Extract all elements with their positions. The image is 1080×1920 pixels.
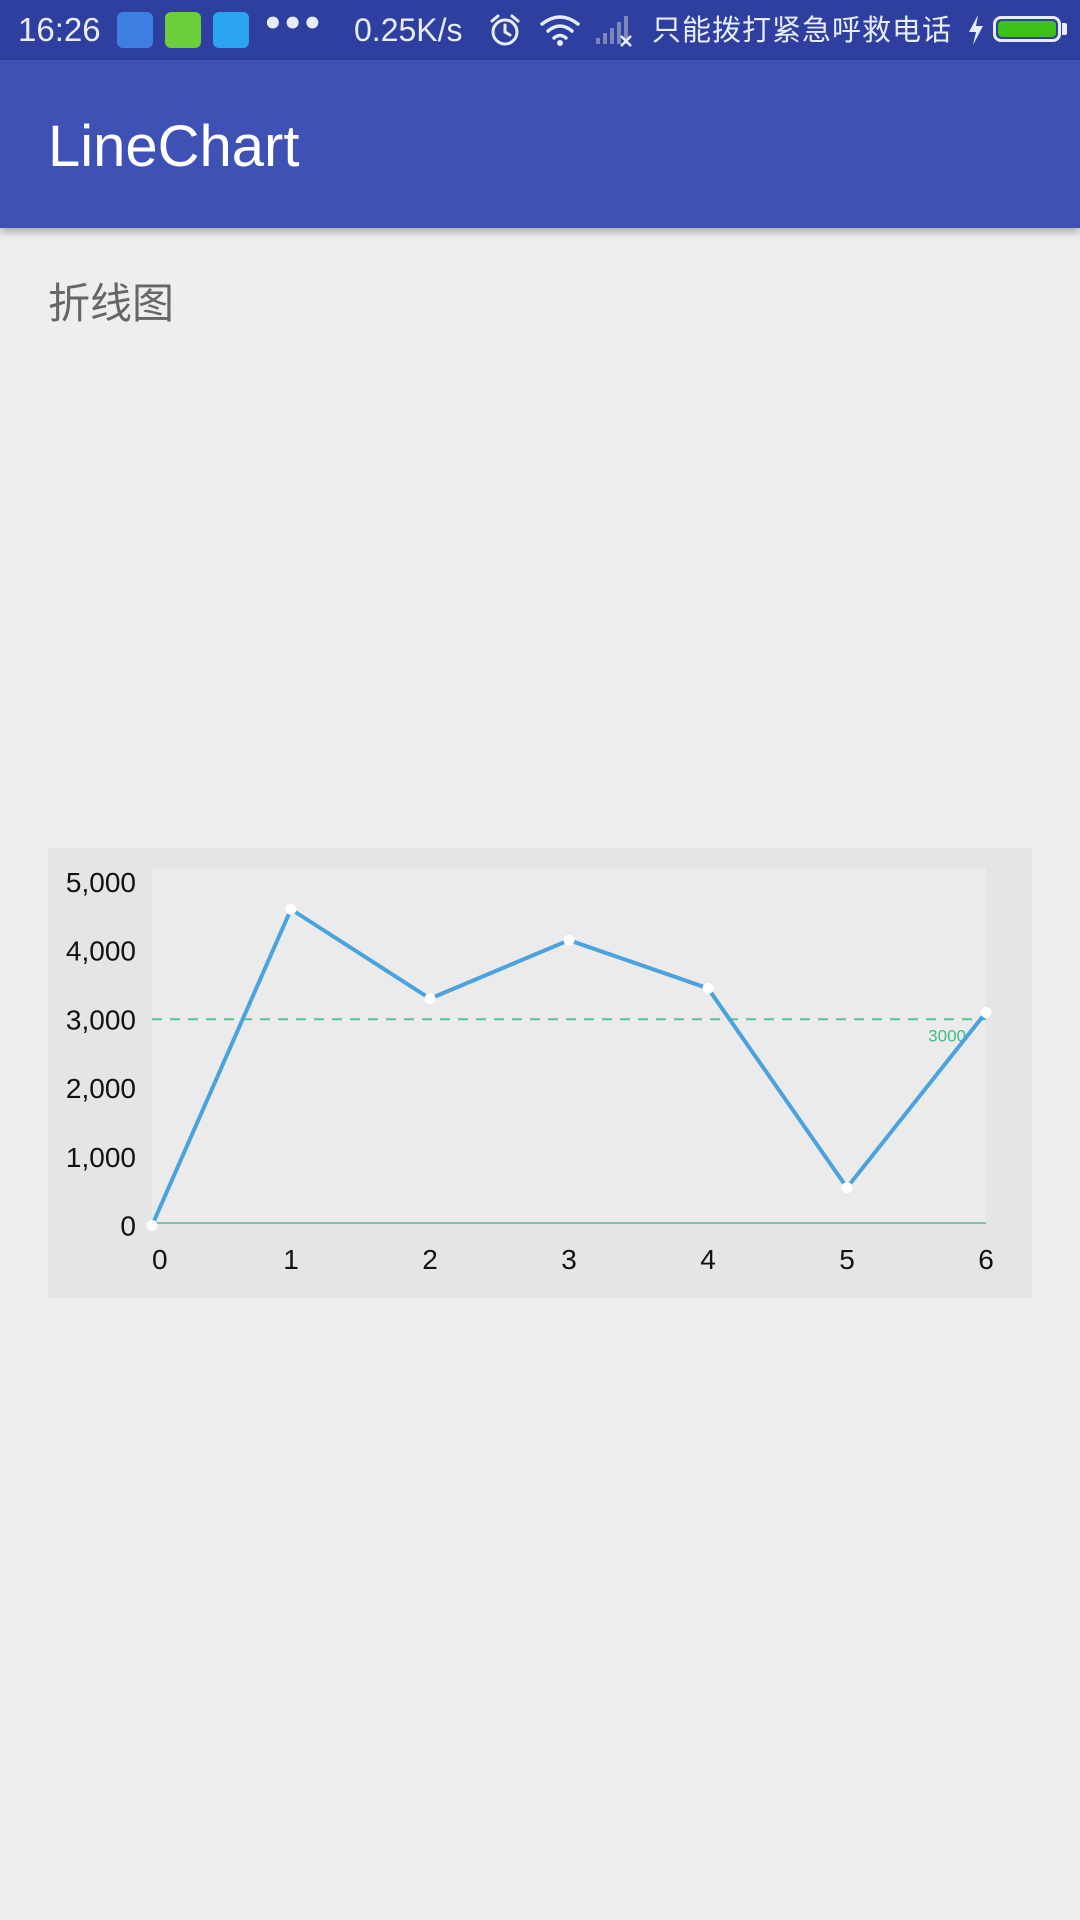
charging-icon (969, 15, 983, 45)
x-tick-label: 2 (422, 1244, 438, 1275)
x-tick-label: 0 (152, 1244, 168, 1275)
battery-app-notification-icon (165, 12, 201, 48)
plot-area (152, 868, 986, 1223)
limit-line-label: 3000 (928, 1026, 966, 1045)
data-point (424, 993, 436, 1005)
status-time: 16:26 (18, 11, 101, 48)
data-point (841, 1182, 853, 1194)
browser-app-notification-icon (213, 12, 249, 48)
status-bar: 16:26 ••• 0.25K/s 只能拨打紧急呼救电话 (0, 0, 1080, 60)
y-tick-label: 4,000 (66, 936, 136, 967)
data-point (563, 934, 575, 946)
network-speed: 0.25K/s (354, 12, 463, 48)
battery-tip (1062, 23, 1067, 35)
line-chart-canvas[interactable]: 3000 0 1,000 2,000 3,000 4,000 5,000 0 1 2 3 4 5 6 (48, 848, 1032, 1298)
line-chart[interactable]: 3000 0 1,000 2,000 3,000 4,000 5,000 0 1 2 3 4 5 6 (48, 848, 1032, 1298)
y-tick-label: 5,000 (66, 867, 136, 898)
app-bar: LineChart (0, 60, 1080, 228)
x-tick-label: 6 (978, 1244, 994, 1275)
y-tick-label: 3,000 (66, 1004, 136, 1035)
y-tick-label: 2,000 (66, 1073, 136, 1104)
wifi-icon (540, 15, 580, 46)
app-notification-icon (117, 12, 153, 48)
x-tick-label: 5 (839, 1244, 855, 1275)
battery-icon (993, 16, 1061, 42)
y-tick-label: 1,000 (66, 1142, 136, 1173)
data-point (285, 903, 297, 915)
alarm-icon (490, 14, 520, 46)
x-tick-label: 1 (283, 1244, 299, 1275)
data-point (702, 982, 714, 994)
app-title: LineChart (48, 114, 300, 179)
carrier-status: 只能拨打紧急呼救电话 (652, 13, 953, 47)
more-notifications-icon: ••• (262, 4, 323, 44)
no-signal-icon (596, 16, 632, 47)
battery-level (998, 21, 1056, 37)
data-point (980, 1006, 992, 1018)
x-tick-label: 3 (561, 1244, 577, 1275)
x-tick-label: 4 (700, 1244, 716, 1275)
section-label: 折线图 (48, 279, 175, 328)
y-tick-label: 0 (120, 1211, 136, 1242)
data-point (146, 1220, 158, 1231)
